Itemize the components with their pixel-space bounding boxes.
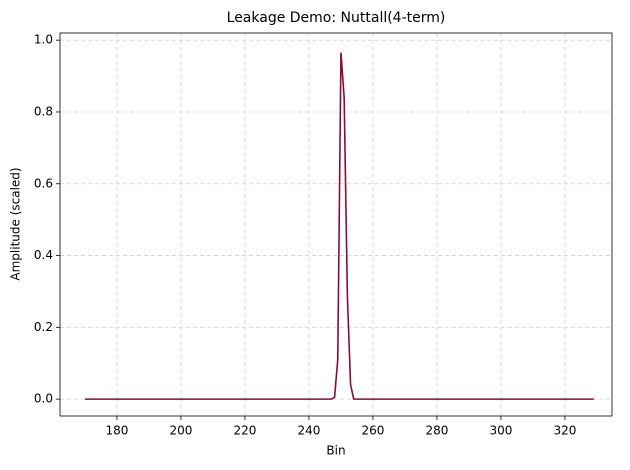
y-tick-label: 0.4	[34, 248, 53, 262]
x-tick-label: 180	[106, 424, 129, 438]
x-axis-label: Bin	[326, 444, 345, 458]
plot-frame	[59, 32, 613, 417]
y-tick-label: 0.8	[34, 104, 53, 118]
x-tick-label: 280	[426, 424, 449, 438]
y-tick-label: 0.0	[34, 392, 53, 406]
y-tick-label: 0.6	[34, 176, 53, 190]
x-tick-label: 220	[234, 424, 257, 438]
y-tick-label: 1.0	[34, 33, 53, 47]
x-tick-label: 300	[490, 424, 513, 438]
x-tick-label: 320	[554, 424, 577, 438]
x-tick-label: 240	[298, 424, 321, 438]
chart-title: Leakage Demo: Nuttall(4-term)	[227, 10, 446, 26]
data-line	[84, 52, 594, 400]
x-tick-label: 200	[170, 424, 193, 438]
x-tick-label: 260	[362, 424, 385, 438]
y-axis-label: Amplitude (scaled)	[9, 167, 23, 280]
y-tick-label: 0.2	[34, 320, 53, 334]
